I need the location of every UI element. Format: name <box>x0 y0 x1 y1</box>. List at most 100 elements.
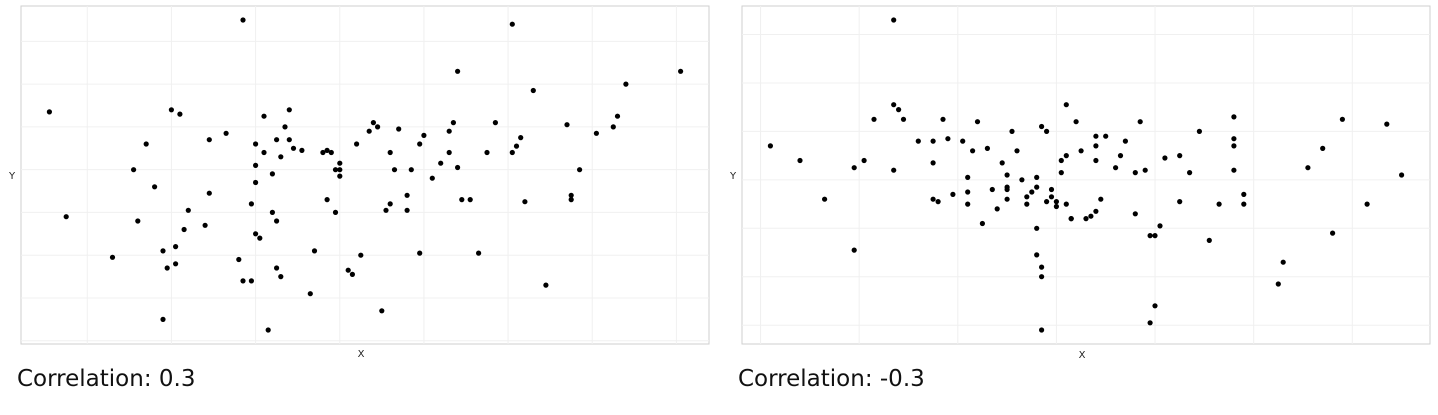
data-point <box>861 157 867 164</box>
data-point <box>1206 237 1212 243</box>
data-point <box>965 174 971 180</box>
data-point <box>1177 153 1183 159</box>
data-point <box>185 207 191 213</box>
data-point <box>261 113 267 119</box>
data-point <box>274 218 280 224</box>
data-point <box>1142 167 1148 173</box>
data-point <box>1004 172 1010 178</box>
data-point <box>63 214 69 220</box>
data-point <box>391 167 398 173</box>
data-point <box>1068 216 1074 222</box>
scatter-panel-left: XY <box>8 5 710 360</box>
data-point <box>1093 208 1099 214</box>
data-point <box>518 135 524 141</box>
data-point <box>253 231 259 237</box>
data-point <box>274 137 280 143</box>
data-point <box>915 138 921 144</box>
data-point <box>1024 194 1030 200</box>
data-point <box>1152 233 1158 239</box>
data-point <box>960 138 966 144</box>
data-point <box>1177 199 1183 205</box>
data-point <box>248 201 254 207</box>
data-point <box>332 209 339 215</box>
data-point <box>1009 128 1015 134</box>
data-point <box>984 145 991 151</box>
data-point <box>1024 201 1030 207</box>
y-axis-label: Y <box>729 171 737 182</box>
data-point <box>564 122 570 128</box>
data-point <box>324 197 330 203</box>
data-point <box>1098 196 1104 202</box>
data-point <box>450 120 456 126</box>
data-point <box>1048 194 1055 200</box>
data-point <box>1058 170 1064 176</box>
data-point <box>492 120 498 126</box>
data-point <box>337 160 343 166</box>
data-point <box>1231 136 1237 142</box>
data-point <box>1039 327 1045 333</box>
data-point <box>1231 167 1237 173</box>
data-point <box>1132 211 1138 217</box>
data-point <box>286 107 292 113</box>
data-point <box>290 145 297 151</box>
data-point <box>446 149 452 156</box>
data-point <box>1241 201 1247 207</box>
data-point <box>299 147 305 153</box>
data-point <box>1137 119 1143 125</box>
data-point <box>173 261 179 267</box>
data-point <box>1113 165 1119 171</box>
data-point <box>240 17 246 23</box>
data-point <box>1034 252 1040 258</box>
data-point <box>404 207 410 213</box>
data-point <box>417 250 423 256</box>
data-point <box>940 116 946 122</box>
data-point <box>568 192 574 198</box>
data-point <box>1063 102 1069 108</box>
data-point <box>160 316 166 322</box>
data-point <box>1053 199 1059 205</box>
data-point <box>610 124 616 130</box>
data-point <box>851 247 857 253</box>
data-point <box>530 87 536 94</box>
data-point <box>143 141 149 147</box>
data-point <box>253 162 259 168</box>
data-point <box>1093 157 1099 164</box>
data-point <box>1157 223 1163 229</box>
data-point <box>797 157 803 164</box>
data-point <box>1088 213 1094 219</box>
data-point <box>1053 203 1059 210</box>
data-point <box>223 130 229 136</box>
data-point <box>1058 157 1064 164</box>
data-point <box>930 196 936 202</box>
data-point <box>1048 186 1055 193</box>
data-point <box>1339 116 1345 122</box>
plot-frame <box>741 5 1431 345</box>
data-point <box>484 149 490 156</box>
data-point <box>891 102 897 108</box>
x-axis-label: X <box>1079 350 1086 361</box>
data-point <box>109 254 116 260</box>
data-point <box>324 147 330 153</box>
data-point <box>1364 201 1370 207</box>
data-point <box>173 244 179 250</box>
data-point <box>1117 153 1124 159</box>
data-point <box>337 167 343 173</box>
data-point <box>278 274 284 280</box>
data-point <box>891 17 897 23</box>
data-point <box>1063 153 1069 159</box>
data-point <box>1014 148 1020 154</box>
plot-frame <box>20 5 710 345</box>
data-point <box>1004 196 1010 202</box>
data-point <box>328 149 334 156</box>
data-point <box>286 137 292 143</box>
data-point <box>269 209 275 215</box>
data-point <box>522 199 528 205</box>
data-point <box>896 107 902 113</box>
data-point <box>278 154 284 160</box>
data-point <box>1320 145 1326 151</box>
data-point <box>1093 143 1099 149</box>
data-point <box>509 149 515 156</box>
data-point <box>568 197 574 203</box>
data-point <box>1004 186 1010 193</box>
data-point <box>370 120 376 126</box>
